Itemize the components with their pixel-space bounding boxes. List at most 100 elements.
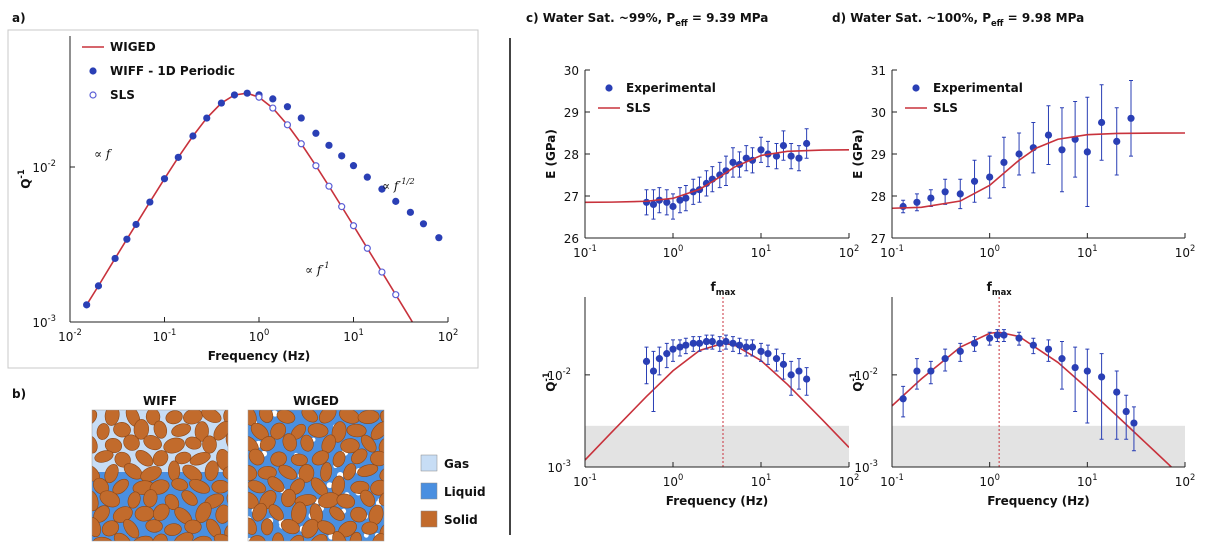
- legend-marker: [912, 84, 920, 92]
- box-outline: [247, 409, 385, 542]
- grain: [133, 419, 149, 440]
- legend-marker: [89, 91, 97, 99]
- data-point: [392, 291, 400, 299]
- x-tick-label-part: 10: [880, 246, 895, 260]
- grain: [182, 464, 203, 482]
- data-point: [325, 141, 333, 149]
- data-point: [899, 202, 907, 211]
- legend-label: WIGED: [110, 40, 156, 54]
- data-point: [1083, 367, 1091, 375]
- data-point: [795, 154, 803, 162]
- data-point: [742, 343, 750, 351]
- data-point: [203, 114, 211, 122]
- data-point: [689, 339, 697, 347]
- data-point: [941, 188, 949, 196]
- grain: [92, 536, 114, 541]
- x-tick-label-part: 2: [854, 243, 859, 253]
- x-tick-label-part: 1: [766, 243, 771, 253]
- x-tick-label: 102: [1175, 472, 1196, 489]
- x-tick-label-part: -1: [895, 472, 903, 482]
- grain: [222, 465, 228, 481]
- chart-title-part: eff: [991, 18, 1004, 28]
- data-point: [392, 197, 400, 205]
- y-tick-label-part: 30: [564, 64, 579, 78]
- data-point: [297, 140, 305, 148]
- data-point: [1000, 331, 1008, 339]
- chart-title-part: d) Water Sat. ~100%, P: [832, 11, 991, 25]
- grain: [340, 438, 360, 454]
- data-point: [913, 367, 921, 375]
- panel-label: a): [12, 11, 26, 25]
- data-point: [757, 146, 765, 154]
- x-tick-label-part: 10: [1175, 246, 1190, 260]
- annotation-part: ∝ f: [305, 263, 324, 277]
- diagram-box: [248, 410, 384, 541]
- data-point: [993, 331, 1002, 339]
- fmax-label-part: max: [716, 287, 736, 297]
- series-line: [585, 149, 849, 204]
- y-tick-label: 10-2: [854, 366, 878, 383]
- data-point: [1122, 407, 1130, 416]
- x-tick-label-part: 0: [678, 472, 683, 482]
- grain: [171, 478, 189, 491]
- fmax-label-part: f: [710, 280, 716, 294]
- error-bar: [644, 346, 649, 385]
- y-axis-label-part: -1: [541, 372, 551, 381]
- data-point: [349, 222, 358, 230]
- x-tick-label-part: 1: [1092, 243, 1097, 253]
- grain: [135, 450, 154, 467]
- grain: [278, 464, 298, 480]
- series-line: [892, 132, 1185, 210]
- y-axis-label: E (GPa): [544, 129, 558, 179]
- x-tick-label-part: 0: [264, 327, 269, 337]
- shaded-region: [585, 425, 849, 467]
- x-tick-label-part: 10: [979, 246, 994, 260]
- plot-area: [892, 80, 1185, 214]
- grain: [257, 466, 277, 480]
- data-point: [803, 375, 811, 383]
- grain: [185, 436, 202, 450]
- grain: [171, 423, 192, 437]
- x-tick-label-part: 2: [1190, 472, 1195, 482]
- x-tick-label-part: 2: [453, 327, 458, 337]
- grain: [94, 450, 114, 463]
- grain: [252, 502, 268, 522]
- grain: [350, 506, 367, 523]
- grain: [248, 517, 257, 535]
- grain: [152, 450, 169, 467]
- grain: [357, 464, 379, 477]
- data-point: [779, 360, 788, 368]
- data-point: [1071, 363, 1079, 372]
- data-point: [1113, 137, 1121, 145]
- grain: [370, 479, 384, 496]
- y-tick-label-part: 28: [564, 148, 579, 162]
- legend-label: Experimental: [933, 81, 1023, 95]
- grain: [151, 533, 168, 541]
- grain: [194, 421, 209, 442]
- box-outline: [91, 409, 229, 542]
- data-point: [146, 198, 154, 206]
- grain: [301, 410, 318, 423]
- data-point: [941, 355, 949, 363]
- grain: [379, 465, 384, 482]
- y-tick-label: 29: [871, 148, 886, 162]
- grain: [259, 436, 276, 452]
- grain: [357, 410, 380, 424]
- data-point: [787, 371, 795, 379]
- data-point: [174, 153, 182, 161]
- grain: [184, 519, 202, 534]
- grain: [343, 463, 357, 481]
- grain: [163, 437, 185, 454]
- x-tick-label-part: 10: [880, 475, 895, 489]
- grain: [317, 520, 336, 535]
- grain: [271, 532, 285, 541]
- error-bar: [1114, 370, 1119, 440]
- grain: [153, 420, 168, 439]
- y-tick-label: 10-3: [547, 458, 571, 475]
- data-point: [406, 208, 414, 216]
- y-tick-label: 10-2: [547, 366, 571, 383]
- data-point: [795, 367, 803, 375]
- data-point: [764, 350, 772, 358]
- x-tick-label-part: 2: [1190, 243, 1195, 253]
- grain: [96, 423, 110, 440]
